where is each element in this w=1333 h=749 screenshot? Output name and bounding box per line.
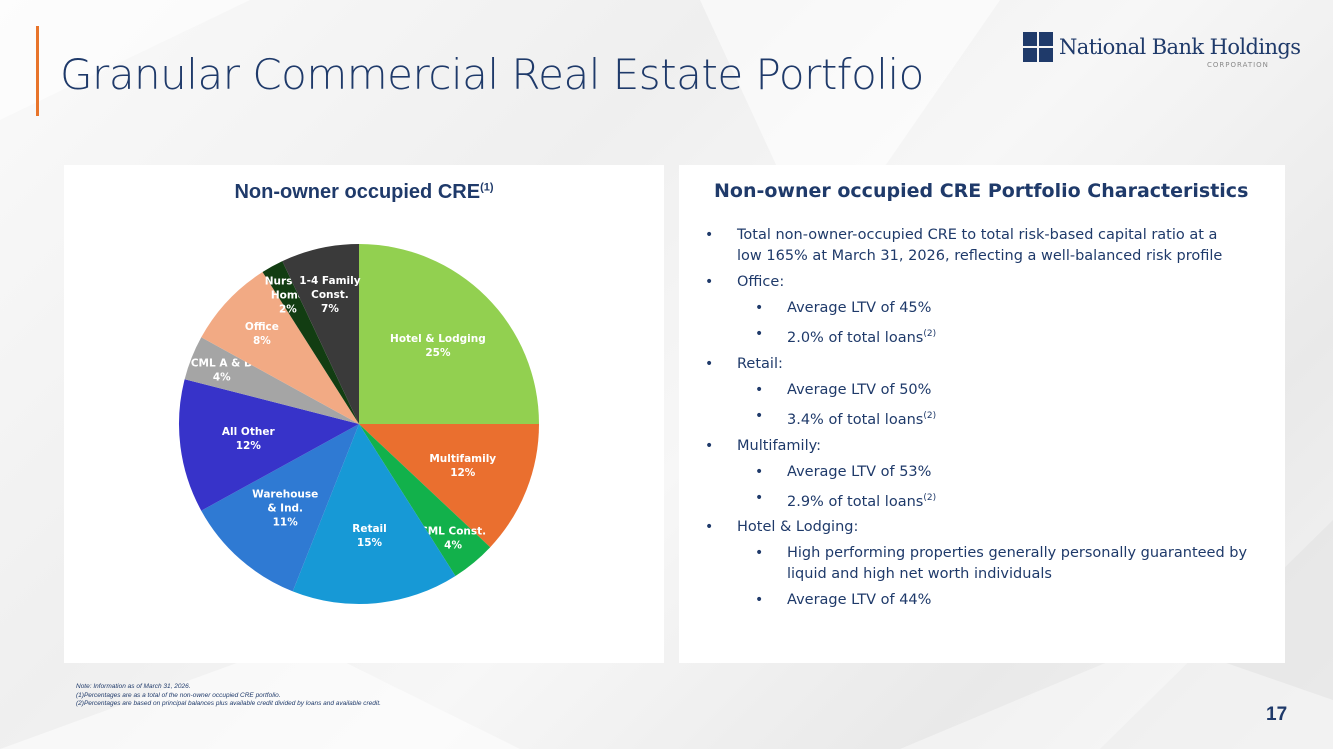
chart-title-text: Non-owner occupied CRE (234, 181, 481, 203)
pie-label-9: 1-4 Family Const. 7% (299, 275, 360, 315)
chart-title: Non-owner occupied CRE(1) (64, 181, 664, 204)
bullet-item: Average LTV of 45% (679, 298, 1285, 319)
bullet-text: Retail: (737, 355, 783, 372)
pie-label-7: Office 8% (245, 321, 279, 347)
bullet-footnote-ref: (2) (923, 492, 937, 503)
bullet-item: High performing properties generally per… (679, 543, 1285, 585)
bullet-text: High performing properties generally per… (787, 545, 1248, 583)
pie-label-5: All Other 12% (222, 426, 276, 452)
bullet-text: Average LTV of 45% (787, 300, 932, 316)
pie-slice-8 (262, 261, 359, 424)
bullet-item: Office: (679, 272, 1285, 293)
pie-label-0: Hotel & Lodging 25% (390, 333, 486, 359)
bullet-text: 2.9% of total loans (787, 493, 924, 510)
footnote-line: Note: Information as of March 31, 2026. (76, 683, 191, 690)
pie-slice-3 (292, 424, 456, 604)
bullet-item: Average LTV of 50% (679, 380, 1285, 401)
pie-slice-1 (359, 424, 539, 548)
bullet-item: Multifamily: (679, 436, 1285, 457)
title-accent-bar (36, 26, 39, 116)
company-logo: National Bank Holdings CORPORATION (1023, 32, 1303, 72)
pie-slice-6 (184, 337, 359, 424)
characteristics-title: Non-owner occupied CRE Portfolio Charact… (714, 180, 1249, 202)
page-number: 17 (1266, 704, 1288, 725)
page-title: Granular Commercial Real Estate Portfoli… (60, 50, 924, 99)
bullet-item: 3.4% of total loans(2) (679, 406, 1285, 431)
logo-name: National Bank Holdings (1059, 35, 1301, 59)
bullet-text: Average LTV of 50% (787, 381, 932, 398)
logo-subtitle: CORPORATION (1207, 61, 1269, 69)
logo-mark-icon (1023, 32, 1053, 62)
pie-label-2: CML Const. 4% (420, 526, 486, 552)
bullet-text: Average LTV of 53% (787, 463, 932, 480)
bullet-text: 3.4% of total loans (787, 411, 924, 428)
pie-label-6: CML A & D 4% (191, 358, 253, 384)
bullet-item: Hotel & Lodging: (679, 517, 1285, 538)
bullet-item: Retail: (679, 354, 1285, 375)
bullet-text: Office: (737, 274, 785, 290)
bullet-text: Average LTV of 44% (787, 592, 932, 609)
bullet-item: Average LTV of 44% (679, 590, 1285, 611)
pie-label-1: Multifamily 12% (429, 453, 496, 479)
footnote-line: (1)Percentages are as a total of the non… (76, 691, 281, 699)
characteristics-panel: Non-owner occupied CRE Portfolio Charact… (679, 165, 1285, 663)
pie-slice-9 (282, 244, 359, 424)
pie-slice-7 (201, 272, 359, 424)
pie-chart: Hotel & Lodging 25% Multifamily 12% CML Cons… (179, 244, 539, 604)
pie-label-4: Warehouse & Ind. 11% (252, 489, 318, 529)
bullet-item: Total non-owner-occupied CRE to total ri… (679, 225, 1285, 267)
footnote-line: (2)Percentages are based on principal ba… (76, 700, 381, 707)
footnotes: Note: Information as of March 31, 2026.(… (76, 683, 381, 709)
chart-title-footnote: (1) (480, 181, 494, 194)
bullet-text: Hotel & Lodging: (737, 519, 859, 536)
bullet-item: Average LTV of 53% (679, 462, 1285, 483)
bullet-text: Multifamily: (737, 437, 822, 454)
pie-slice-2 (359, 424, 491, 576)
pie-slice-5 (179, 379, 359, 511)
bullet-footnote-ref: (2) (923, 329, 937, 339)
bullet-footnote-ref: (2) (923, 410, 937, 421)
bullet-item: 2.0% of total loans(2) (679, 324, 1285, 349)
characteristics-list: Total non-owner-occupied CRE to total ri… (679, 225, 1285, 616)
bullet-text: Total non-owner-occupied CRE to total ri… (737, 227, 1223, 264)
pie-slice-4 (201, 424, 359, 592)
bullet-item: 2.9% of total loans(2) (679, 488, 1285, 513)
chart-panel: Non-owner occupied CRE(1) Hotel & Lodgin… (64, 165, 664, 663)
bullet-text: 2.0% of total loans (787, 329, 924, 346)
pie-label-3: Retail 15% (352, 523, 387, 549)
pie-slice-0 (359, 244, 539, 424)
